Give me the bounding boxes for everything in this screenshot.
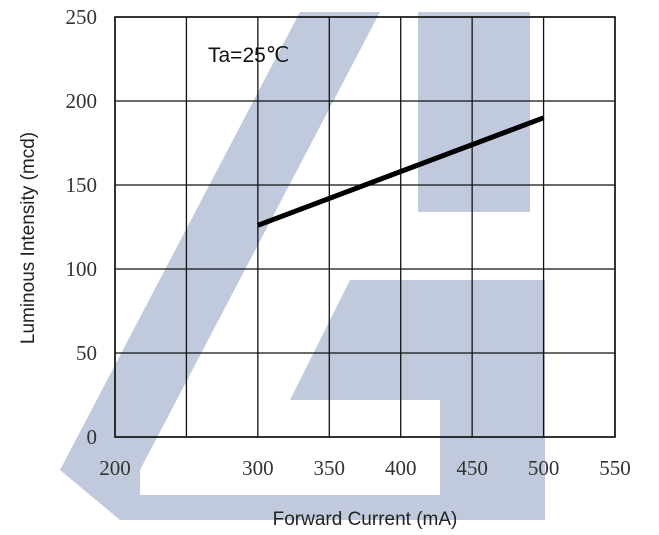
- x-tick-labels: 200 300 350 400 450 500 550: [99, 456, 631, 480]
- y-tick-label: 0: [87, 425, 98, 449]
- series-layer: [256, 115, 545, 228]
- x-tick-label: 550: [599, 456, 631, 480]
- x-tick-label: 350: [314, 456, 346, 480]
- x-tick-label: 300: [242, 456, 274, 480]
- plot-frame: [114, 16, 616, 438]
- y-tick-labels: 0 50 100 150 200 250: [66, 5, 98, 449]
- y-axis-label: Luminous Intensity (mcd): [18, 132, 39, 344]
- watermark-logo: [60, 12, 545, 520]
- y-tick-label: 150: [66, 173, 98, 197]
- x-axis-label: Forward Current (mA): [273, 509, 458, 530]
- temperature-annotation: Ta=25℃: [208, 44, 289, 67]
- x-tick-label: 500: [528, 456, 560, 480]
- y-tick-label: 100: [66, 257, 98, 281]
- x-tick-label: 400: [385, 456, 417, 480]
- y-tick-label: 250: [66, 5, 98, 29]
- x-tick-label: 450: [456, 456, 488, 480]
- y-tick-label: 200: [66, 89, 98, 113]
- x-tick-label: 200: [99, 456, 131, 480]
- y-tick-label: 50: [76, 341, 97, 365]
- series-line: [256, 115, 545, 228]
